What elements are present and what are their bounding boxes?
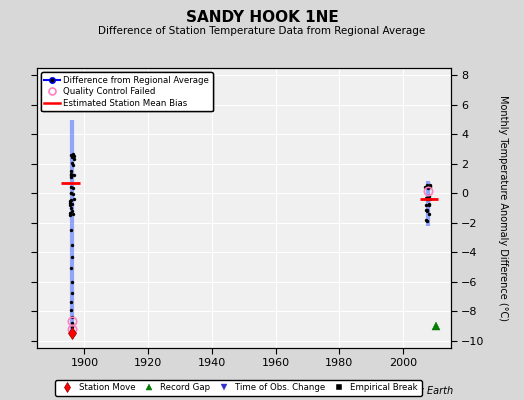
Point bbox=[70, 156, 78, 162]
Point bbox=[67, 265, 75, 272]
Point bbox=[425, 211, 434, 218]
Point bbox=[68, 314, 76, 320]
Point bbox=[425, 182, 434, 188]
Text: Berkeley Earth: Berkeley Earth bbox=[381, 386, 453, 396]
Point bbox=[67, 227, 75, 233]
Point bbox=[69, 151, 77, 157]
Point bbox=[424, 200, 433, 207]
Point bbox=[70, 196, 78, 202]
Point bbox=[425, 202, 433, 208]
Point bbox=[69, 210, 77, 217]
Point bbox=[425, 193, 433, 199]
Point bbox=[68, 201, 76, 207]
Point bbox=[70, 172, 78, 178]
Point bbox=[68, 254, 76, 260]
Point bbox=[423, 207, 431, 213]
Point bbox=[68, 242, 76, 248]
Point bbox=[423, 196, 431, 202]
Point bbox=[68, 160, 76, 166]
Point bbox=[67, 168, 75, 174]
Point bbox=[424, 185, 432, 192]
Point bbox=[69, 162, 77, 168]
Point bbox=[422, 202, 430, 208]
Point bbox=[69, 191, 78, 197]
Point bbox=[68, 320, 76, 326]
Point bbox=[69, 185, 77, 191]
Point bbox=[423, 182, 431, 188]
Point bbox=[422, 207, 431, 213]
Point bbox=[421, 217, 430, 223]
Point bbox=[67, 152, 75, 158]
Point bbox=[68, 324, 76, 330]
Point bbox=[67, 299, 75, 306]
Point bbox=[68, 154, 77, 160]
Point bbox=[68, 208, 77, 214]
Point bbox=[423, 208, 431, 214]
Text: Difference of Station Temperature Data from Regional Average: Difference of Station Temperature Data f… bbox=[99, 26, 425, 36]
Point bbox=[423, 218, 431, 225]
Point bbox=[67, 190, 75, 196]
Point bbox=[425, 184, 434, 190]
Point bbox=[70, 153, 78, 159]
Point bbox=[67, 170, 75, 177]
Point bbox=[67, 174, 75, 180]
Legend: Difference from Regional Average, Quality Control Failed, Estimated Station Mean: Difference from Regional Average, Qualit… bbox=[41, 72, 213, 111]
Point bbox=[68, 290, 77, 297]
Point bbox=[67, 205, 75, 212]
Point bbox=[66, 200, 74, 206]
Point bbox=[421, 184, 430, 190]
Point bbox=[425, 196, 434, 202]
Point bbox=[66, 210, 74, 216]
Point bbox=[67, 172, 75, 178]
Point bbox=[67, 184, 75, 190]
Point bbox=[68, 328, 76, 335]
Point bbox=[424, 193, 432, 200]
Y-axis label: Monthly Temperature Anomaly Difference (°C): Monthly Temperature Anomaly Difference (… bbox=[498, 95, 508, 321]
Point bbox=[424, 194, 432, 200]
Point bbox=[425, 183, 434, 189]
Point bbox=[68, 278, 76, 285]
Text: SANDY HOOK 1NE: SANDY HOOK 1NE bbox=[185, 10, 339, 25]
Point bbox=[67, 190, 75, 196]
Point bbox=[67, 306, 75, 313]
Point bbox=[422, 195, 431, 201]
Point bbox=[66, 212, 74, 218]
Point bbox=[424, 196, 432, 202]
Point bbox=[66, 202, 74, 209]
Point bbox=[67, 197, 75, 203]
Point bbox=[66, 197, 74, 204]
Legend: Station Move, Record Gap, Time of Obs. Change, Empirical Break: Station Move, Record Gap, Time of Obs. C… bbox=[56, 380, 421, 396]
